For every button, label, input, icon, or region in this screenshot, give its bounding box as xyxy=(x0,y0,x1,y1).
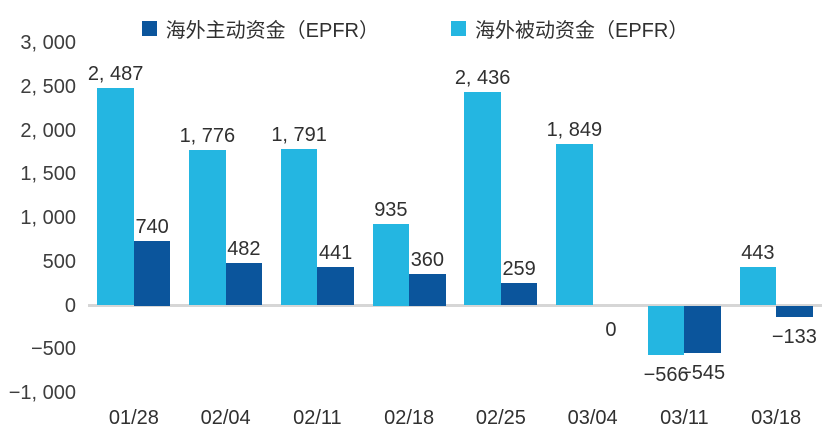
bar-value-label: 740 xyxy=(135,215,169,238)
y-tick-label: 500 xyxy=(42,250,76,273)
bar-value-label: −566 xyxy=(643,364,689,387)
bar-value-label: 441 xyxy=(318,241,353,264)
bar-value-label: 482 xyxy=(227,238,261,261)
bar-value-label: −545 xyxy=(680,362,726,385)
y-tick-label: 3, 000 xyxy=(20,32,76,54)
bar-passive-funds xyxy=(280,148,318,306)
bar-active-funds xyxy=(776,305,813,318)
x-axis-label: 02/18 xyxy=(384,407,435,429)
bar-value-label: 1, 849 xyxy=(546,118,603,141)
bar-passive-funds xyxy=(464,92,501,306)
x-axis-label: 02/11 xyxy=(293,407,342,429)
legend-item-passive-funds: 海外被动资金（EPFR） xyxy=(451,14,688,43)
bar-value-label: −133 xyxy=(771,326,817,349)
bar-value-label: 1, 791 xyxy=(271,123,327,146)
bar-passive-funds xyxy=(189,150,226,306)
bar-passive-funds xyxy=(372,223,410,306)
legend-label-active: 海外主动资金（EPFR） xyxy=(165,19,379,42)
bar-value-label: 360 xyxy=(410,249,445,271)
zero-axis-line xyxy=(88,304,822,307)
bar-passive-funds xyxy=(647,305,685,356)
legend-item-active-funds: 海外主动资金（EPFR） xyxy=(141,14,379,43)
bar-value-label: 0 xyxy=(605,318,617,341)
bar-value-label: 935 xyxy=(374,198,408,221)
bar-value-label: 2, 487 xyxy=(87,62,144,85)
x-axis-label: 02/25 xyxy=(475,407,526,429)
x-axis-label: 02/04 xyxy=(200,407,251,429)
y-tick-label: 2, 000 xyxy=(20,119,76,142)
y-tick-label: 2, 500 xyxy=(20,75,76,98)
bar-active-funds xyxy=(225,263,263,306)
x-axis-label: 01/28 xyxy=(108,407,159,429)
legend-swatch-active-icon xyxy=(141,20,157,36)
legend-swatch-passive-icon xyxy=(451,20,466,36)
legend: 海外主动资金（EPFR） 海外被动资金（EPFR） xyxy=(0,14,830,42)
bar-active-funds xyxy=(317,266,354,306)
y-tick-label: 0 xyxy=(64,294,76,317)
y-tick-label: −500 xyxy=(30,338,76,361)
legend-label-passive: 海外被动资金（EPFR） xyxy=(475,19,689,42)
x-axis-label: 03/04 xyxy=(567,407,618,429)
y-tick-label: 1, 000 xyxy=(20,207,76,229)
bar-value-label: 259 xyxy=(502,257,536,280)
bar-passive-funds xyxy=(556,143,593,306)
x-axis-label: 03/18 xyxy=(751,407,802,429)
x-axis-label: 03/11 xyxy=(660,407,709,429)
bar-value-label: 1, 776 xyxy=(179,125,236,148)
bar-passive-funds xyxy=(97,87,134,306)
bar-value-label: 2, 436 xyxy=(454,67,511,90)
y-tick-label: −1, 000 xyxy=(8,382,76,404)
y-tick-label: 1, 500 xyxy=(20,163,76,186)
bar-value-label: 443 xyxy=(741,241,775,264)
bar-active-funds xyxy=(500,282,538,306)
bar-active-funds xyxy=(409,274,446,306)
bar-active-funds xyxy=(684,305,721,354)
bar-active-funds xyxy=(133,240,171,306)
bar-passive-funds xyxy=(739,266,777,306)
